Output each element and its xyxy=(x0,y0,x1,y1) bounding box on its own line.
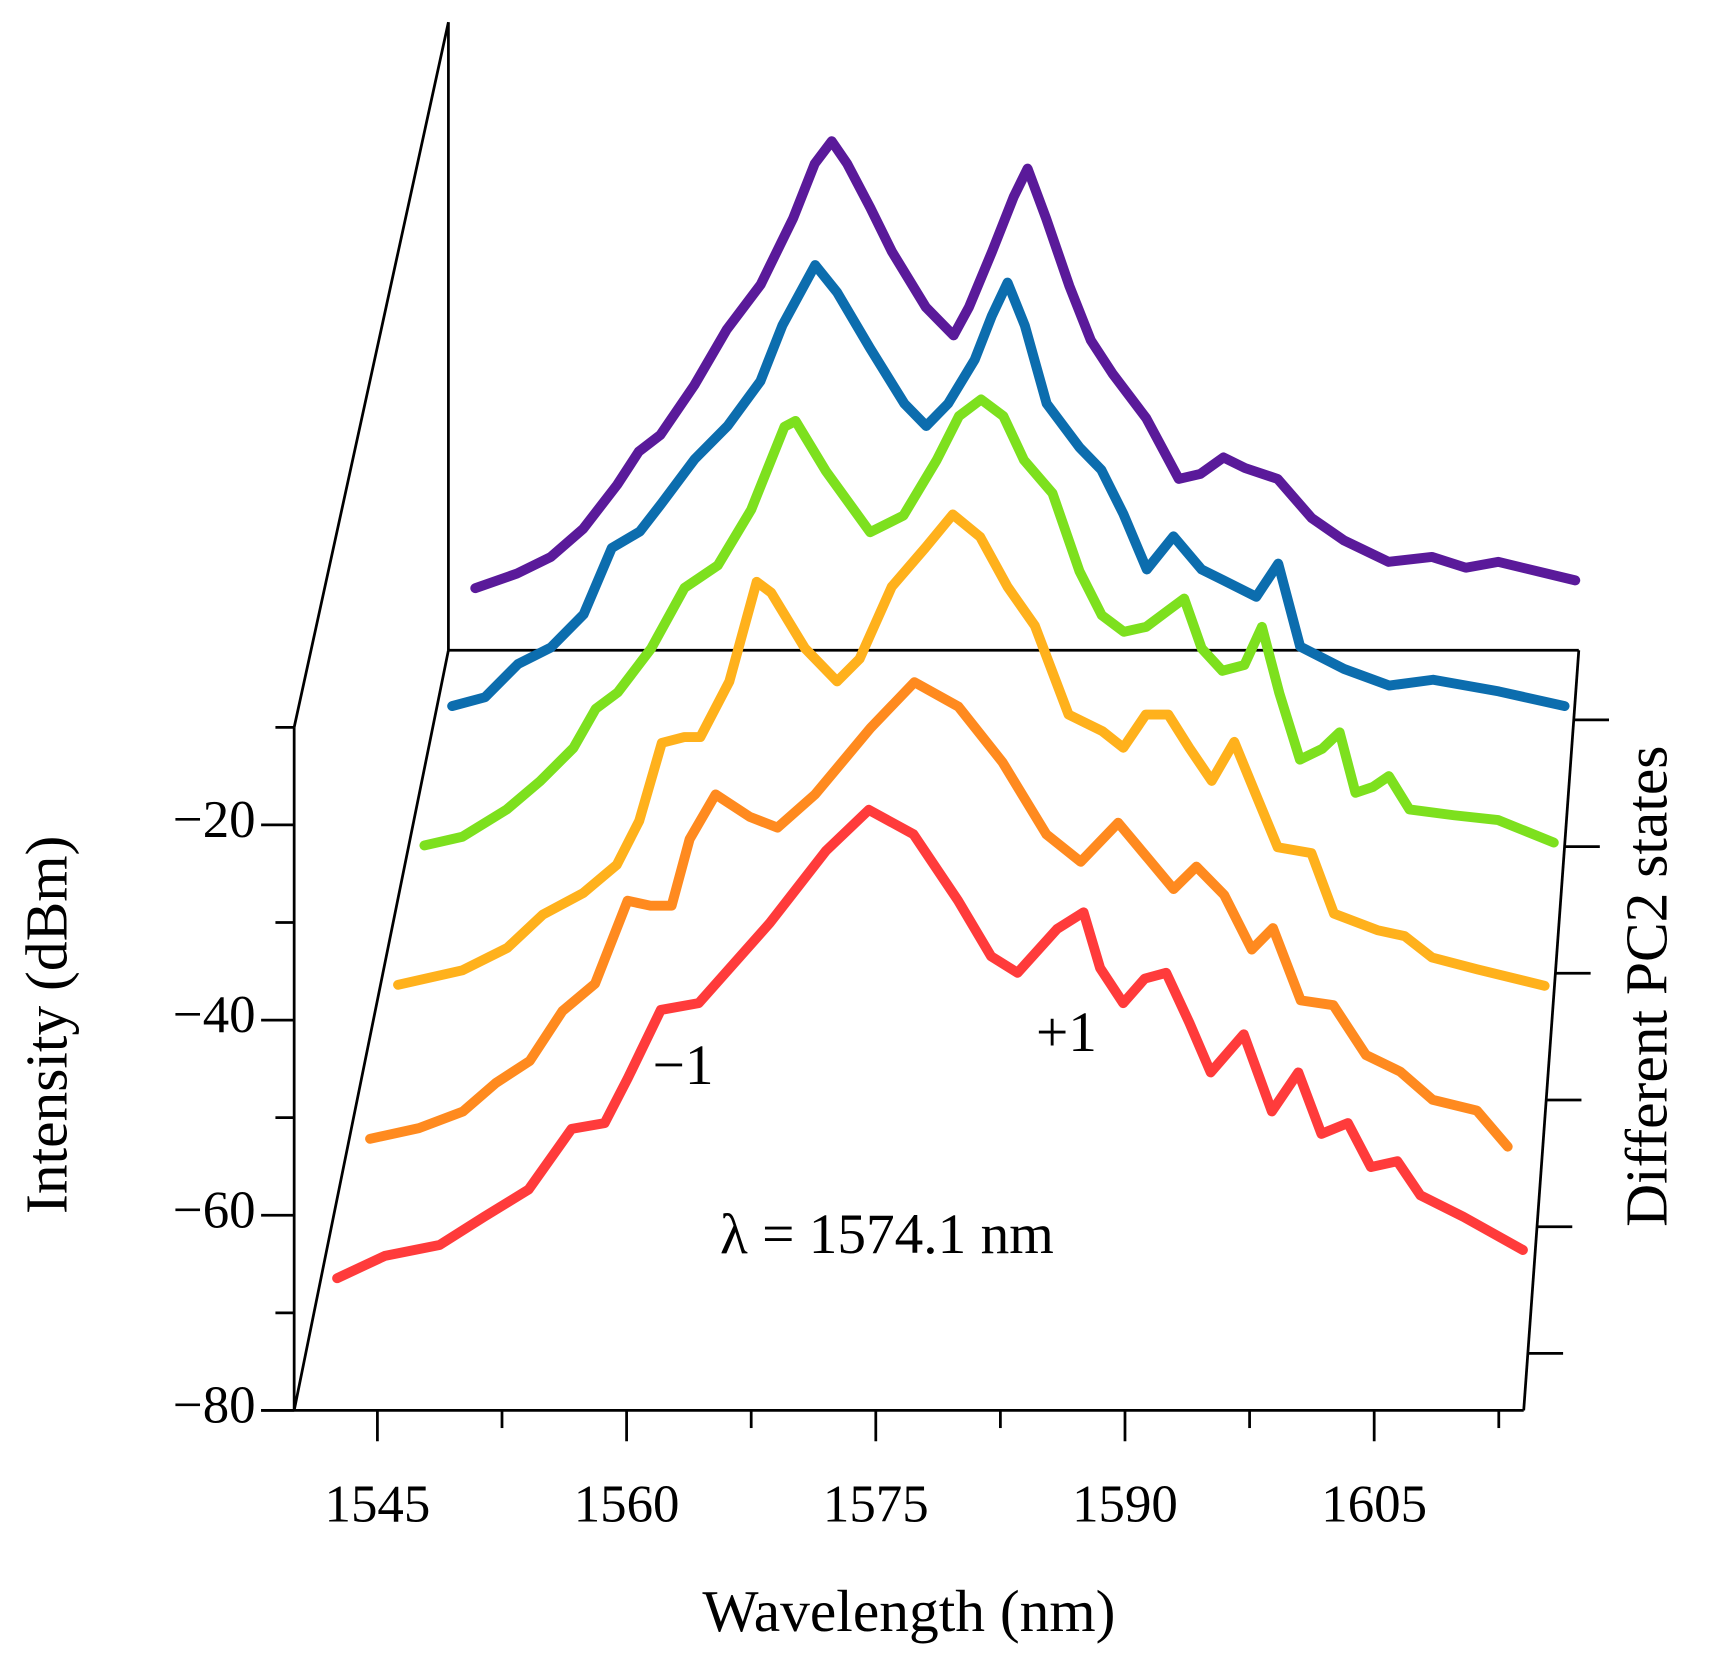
depth-axis-label: Different PC2 states xyxy=(1613,746,1679,1227)
spectrum-line xyxy=(470,136,1581,594)
y-tick-label: −40 xyxy=(173,986,256,1044)
annotation: −1 xyxy=(653,1034,714,1097)
spectrum-line xyxy=(365,677,1513,1152)
x-axis-label: Wavelength (nm) xyxy=(702,1578,1115,1644)
x-tick-label: 1560 xyxy=(574,1476,680,1534)
frame-edge xyxy=(292,649,450,1411)
spectrum-line xyxy=(447,260,1570,712)
x-tick-label: 1575 xyxy=(823,1476,929,1534)
box-frame xyxy=(261,21,1581,1412)
annotation: λ = 1574.1 nm xyxy=(720,1203,1054,1266)
y-tick-label: −60 xyxy=(173,1181,256,1239)
y-axis-label: Intensity (dBm) xyxy=(14,836,80,1214)
y-tick-label: −20 xyxy=(173,791,256,849)
spectrum-line xyxy=(332,804,1528,1284)
depth-axis xyxy=(1522,650,1581,1411)
frame-edge xyxy=(292,21,450,728)
spectrum-line xyxy=(393,509,1550,991)
y-tick-label: −80 xyxy=(173,1377,256,1435)
x-tick-label: 1545 xyxy=(325,1476,431,1534)
x-tick-label: 1590 xyxy=(1072,1476,1178,1534)
spectrum-line xyxy=(419,394,1559,851)
x-tick-label: 1605 xyxy=(1321,1476,1427,1534)
annotation: +1 xyxy=(1036,1001,1097,1064)
